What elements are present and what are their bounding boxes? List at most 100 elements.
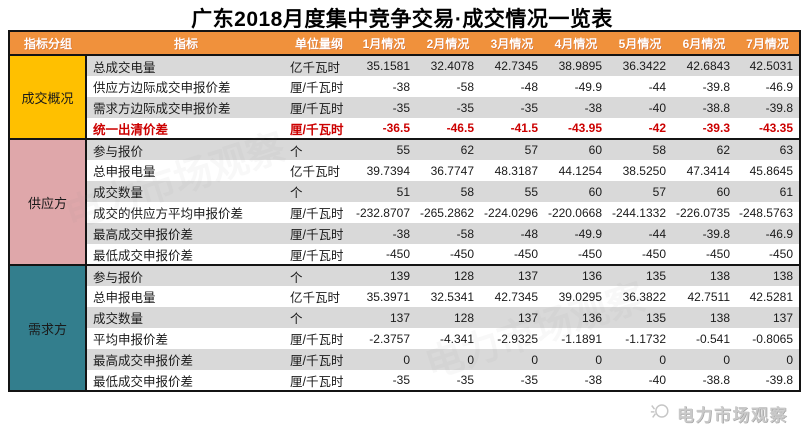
value-cell: -58	[456, 79, 474, 94]
value-cell: 57	[608, 181, 672, 202]
table-header: 指标分组 指标 单位量纲 1月情况 2月情况 3月情况 4月情况 5月情况 6月情况 7月情况	[9, 31, 800, 55]
table-row: 总申报电量 亿千瓦时 39.7394 36.7747 48.3187 44.1254 38.…	[9, 160, 800, 181]
indicator-cell: 成交数量	[86, 307, 286, 328]
value-cell: -38	[584, 373, 602, 387]
column-header: 7月情况	[736, 31, 800, 55]
value-cell: 39.0295	[558, 289, 602, 304]
unit-cell: 个	[286, 307, 352, 328]
value-cell: -2.3757	[369, 331, 410, 346]
value-cell: 36.7747	[430, 163, 474, 178]
value-cell: -46.9	[736, 223, 800, 244]
value-cell: 42.7345	[494, 289, 538, 304]
value-cell: -4.341	[439, 331, 474, 346]
value-cell: -35	[456, 373, 474, 387]
column-header: 5月情况	[608, 31, 672, 55]
indicator-cell: 最低成交申报价差	[93, 374, 194, 389]
indicator-cell: 平均申报价差	[93, 333, 169, 347]
monthly-trading-table: 指标分组 指标 单位量纲 1月情况 2月情况 3月情况 4月情况 5月情况 6月情况 7月情况 成…	[8, 30, 801, 392]
value-cell: -450	[641, 247, 666, 261]
value-cell: -41.5	[510, 121, 538, 135]
indicator-cell: 参与报价	[86, 139, 286, 160]
value-cell: -2.9325	[497, 331, 538, 346]
value-cell: -43.95	[567, 121, 602, 135]
value-cell: 62	[672, 139, 736, 160]
row-group: 需求方 参与报价个 139 128 137 136 135 138 138 总申报电量 亿千瓦时 35…	[9, 265, 800, 391]
value-cell: -450	[449, 247, 474, 261]
value-cell: 136	[544, 307, 608, 328]
value-cell: -46.5	[446, 121, 474, 135]
indicator-cell: 总申报电量	[93, 165, 156, 179]
brand-name: 电力市场观察	[677, 406, 788, 425]
value-cell: 36.3422	[608, 55, 672, 76]
unit-cell: 厘/千瓦时	[290, 207, 344, 221]
brand-footer: 电力市场观察	[649, 401, 788, 426]
value-cell: 42.7511	[687, 289, 731, 304]
table-row: 供应方 参与报价个 55 62 57 60 58 62 63	[9, 139, 800, 265]
unit-cell: 厘/千瓦时	[290, 333, 344, 347]
indicator-cell: 成交数量	[86, 181, 286, 202]
row-group: 供应方 参与报价个 55 62 57 60 58 62 63 总申报电量 亿千瓦时 39.7394 36…	[9, 139, 800, 265]
value-cell: -35	[480, 97, 544, 118]
value-cell: -450	[705, 247, 730, 261]
value-cell: -40	[608, 97, 672, 118]
value-cell: -39.8	[702, 79, 730, 94]
value-cell: -35	[392, 373, 410, 387]
unit-cell: 厘/千瓦时	[290, 248, 344, 263]
value-cell: 39.7394	[366, 163, 410, 178]
value-cell: -265.2862	[419, 205, 474, 220]
indicator-cell: 最低成交申报价差	[93, 248, 194, 263]
value-cell: -450	[385, 247, 410, 261]
row-group-label: 需求方	[9, 265, 87, 391]
value-cell: 55	[480, 181, 544, 202]
value-cell: 36.3822	[622, 289, 666, 304]
unit-cell: 个	[286, 265, 352, 286]
column-header: 指标	[86, 31, 286, 55]
value-cell: -0.8065	[752, 331, 793, 346]
value-cell: 0	[480, 349, 544, 370]
row-group-label: 成交概况	[9, 55, 87, 139]
value-cell: -450	[768, 247, 793, 261]
value-cell: -58	[416, 223, 480, 244]
value-cell: 63	[736, 139, 800, 160]
value-cell: 42.5281	[749, 289, 793, 304]
value-cell: 138	[672, 307, 736, 328]
indicator-cell: 最高成交申报价差	[86, 349, 286, 370]
table-row: 最低成交申报价差 厘/千瓦时 -450 -450 -450 -450 -450 -450 -45…	[9, 244, 800, 265]
value-cell: 136	[544, 265, 608, 286]
table-row: 最高成交申报价差 厘/千瓦时 0 0 0 0 0 0 0	[9, 349, 800, 370]
value-cell: -38	[352, 223, 416, 244]
table-row: 需求方边际成交申报价差 厘/千瓦时 -35 -35 -35 -38 -40 -38.8 -39.…	[9, 97, 800, 118]
value-cell: 139	[352, 265, 416, 286]
value-cell: 47.3414	[686, 163, 730, 178]
column-header: 2月情况	[416, 31, 480, 55]
value-cell: 137	[352, 307, 416, 328]
value-cell: -220.0668	[547, 205, 602, 220]
unit-cell: 个	[286, 139, 352, 160]
value-cell: 55	[352, 139, 416, 160]
value-cell: 35.3971	[366, 289, 410, 304]
column-header: 1月情况	[352, 31, 416, 55]
table-header-row: 指标分组 指标 单位量纲 1月情况 2月情况 3月情况 4月情况 5月情况 6月情况 7月情况	[9, 31, 800, 55]
indicator-cell: 参与报价	[86, 265, 286, 286]
indicator-cell: 总申报电量	[93, 291, 156, 305]
row-group: 成交概况 总成交电量 亿千瓦时 35.1581 32.4078 42.7345 38.989…	[9, 55, 800, 139]
unit-cell: 亿千瓦时	[290, 165, 341, 179]
table-row: 统一出清价差 厘/千瓦时 -36.5 -46.5 -41.5 -43.95 -42 -39.3…	[9, 118, 800, 139]
value-cell: -232.8707	[355, 205, 410, 220]
value-cell: -48	[520, 79, 538, 94]
value-cell: 138	[736, 265, 800, 286]
value-cell: 35.1581	[352, 55, 416, 76]
value-cell: 137	[736, 307, 800, 328]
unit-cell: 个	[286, 181, 352, 202]
value-cell: 60	[544, 139, 608, 160]
value-cell: -0.541	[695, 331, 730, 346]
value-cell: 128	[416, 307, 480, 328]
indicator-cell: 需求方边际成交申报价差	[86, 97, 286, 118]
value-cell: -39.8	[672, 223, 736, 244]
value-cell: 0	[736, 349, 800, 370]
value-cell: 135	[608, 307, 672, 328]
value-cell: 45.8645	[749, 163, 793, 178]
unit-cell: 亿千瓦时	[286, 55, 352, 76]
table-row: 成交数量个 51 58 55 60 57 60 61	[9, 181, 800, 202]
indicator-cell: 供应方边际成交申报价差	[93, 81, 231, 95]
